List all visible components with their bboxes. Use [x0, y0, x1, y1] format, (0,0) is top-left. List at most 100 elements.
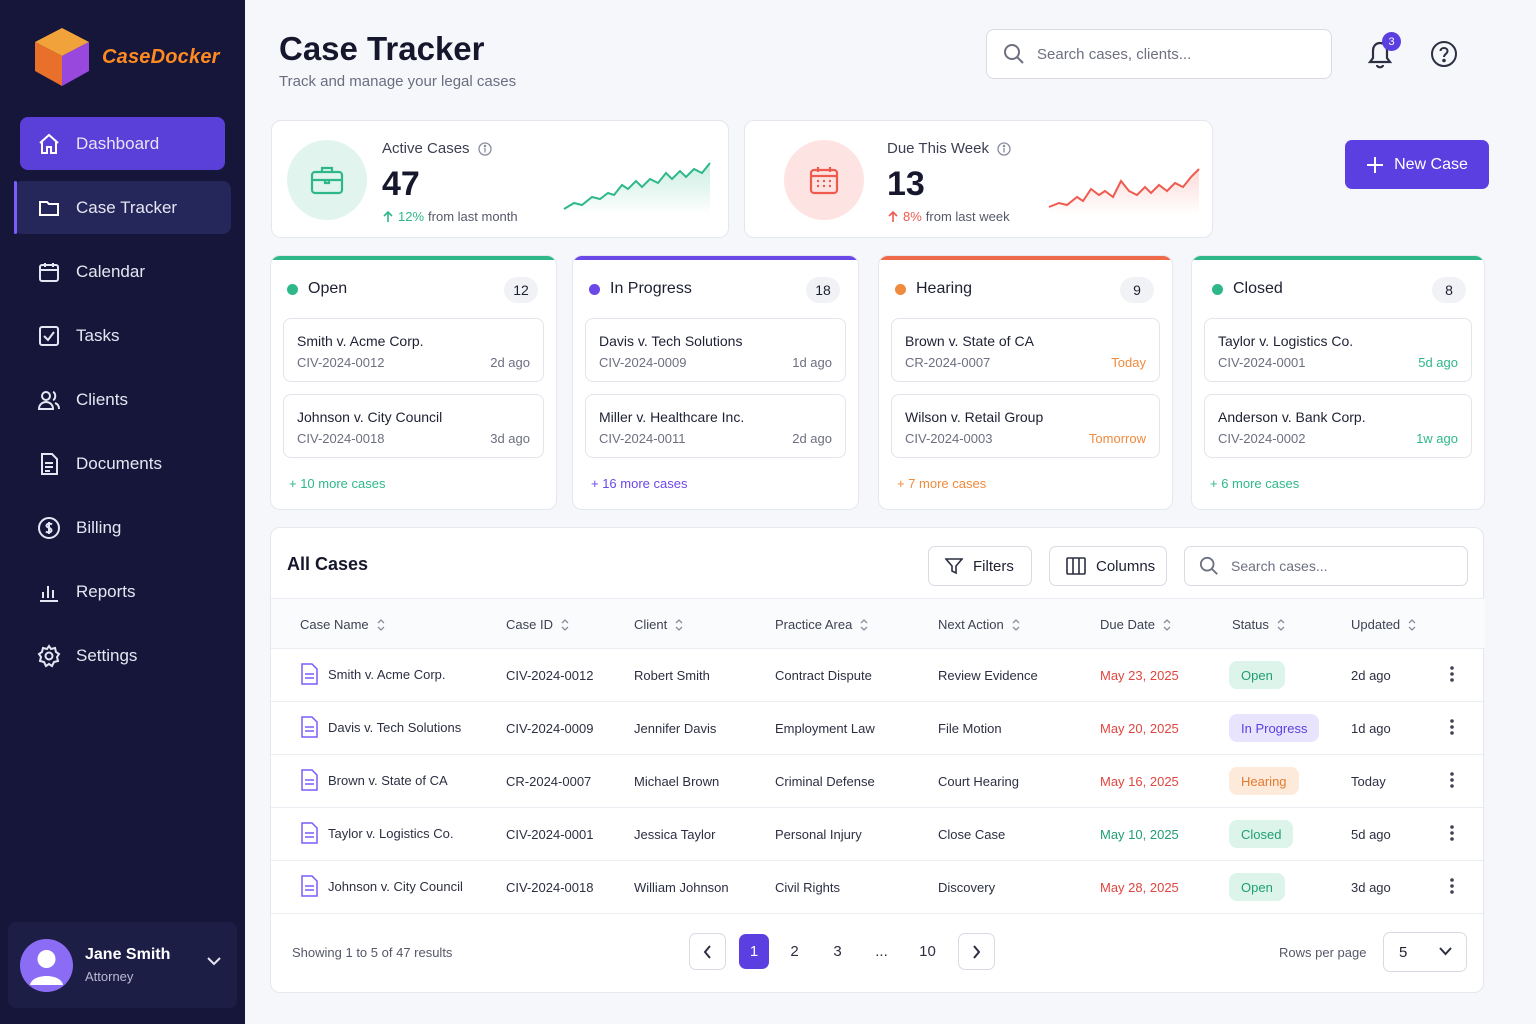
sidebar-item-billing[interactable]: Billing [20, 501, 225, 554]
page-ellipsis: ... [875, 943, 888, 960]
sidebar-item-calendar[interactable]: Calendar [20, 245, 225, 298]
status-badge: Hearing [1229, 767, 1299, 795]
column-header-practice-area[interactable]: Practice Area [775, 617, 868, 632]
case-card[interactable]: Miller v. Healthcare Inc. CIV-2024-0011 … [585, 394, 846, 458]
updated-cell: Today [1351, 774, 1386, 789]
page-button-current[interactable]: 1 [739, 934, 769, 969]
sidebar-item-clients[interactable]: Clients [20, 373, 225, 426]
more-options-icon[interactable] [1449, 718, 1455, 736]
more-cases-link[interactable]: + 7 more cases [897, 476, 987, 491]
table-search[interactable] [1184, 546, 1468, 586]
search-icon [1199, 556, 1218, 575]
chevron-down-icon[interactable] [207, 956, 221, 966]
arrow-up-icon [383, 210, 393, 222]
case-name-cell[interactable]: Smith v. Acme Corp. [300, 663, 446, 685]
info-icon[interactable] [997, 141, 1011, 156]
stat-trend: 8% from last week [887, 209, 1010, 224]
page-button[interactable]: 2 [790, 943, 799, 960]
sidebar-item-settings[interactable]: Settings [20, 629, 225, 682]
next-action-cell: Court Hearing [938, 774, 1019, 789]
sidebar-item-label: Dashboard [76, 133, 160, 153]
users-icon [36, 387, 62, 413]
case-card[interactable]: Davis v. Tech Solutions CIV-2024-0009 1d… [585, 318, 846, 382]
user-profile[interactable]: Jane Smith Attorney [8, 922, 237, 1008]
case-card-title: Miller v. Healthcare Inc. [599, 409, 745, 425]
app-logo[interactable]: CaseDocker [32, 26, 220, 88]
more-cases-link[interactable]: + 10 more cases [289, 476, 386, 491]
more-cases-link[interactable]: + 6 more cases [1210, 476, 1300, 491]
bar-chart-icon [36, 579, 62, 605]
sidebar-item-tasks[interactable]: Tasks [20, 309, 225, 362]
practice-area-cell: Contract Dispute [775, 668, 872, 683]
column-accent-bar [879, 256, 1172, 260]
table-row[interactable]: Smith v. Acme Corp. CIV-2024-0012 Robert… [271, 649, 1485, 702]
client-cell: Michael Brown [634, 774, 720, 789]
columns-icon [1066, 557, 1086, 575]
column-header-updated[interactable]: Updated [1351, 617, 1416, 632]
status-badge: In Progress [1229, 714, 1320, 742]
more-options-icon[interactable] [1449, 877, 1455, 895]
sidebar-item-dashboard[interactable]: Dashboard [20, 117, 225, 170]
status-dot [895, 283, 906, 295]
column-header-due-date[interactable]: Due Date [1100, 617, 1171, 632]
table-row[interactable]: Brown v. State of CA CR-2024-0007 Michae… [271, 755, 1485, 808]
case-name-cell[interactable]: Brown v. State of CA [300, 769, 448, 791]
info-icon[interactable] [477, 141, 492, 156]
more-cases-link[interactable]: + 16 more cases [591, 476, 688, 491]
more-options-icon[interactable] [1449, 665, 1455, 683]
columns-button[interactable]: Columns [1049, 546, 1167, 586]
case-name-cell[interactable]: Taylor v. Logistics Co. [300, 822, 453, 844]
case-card-age: 2d ago [490, 355, 530, 370]
case-card-title: Smith v. Acme Corp. [297, 333, 424, 349]
help-icon[interactable] [1430, 40, 1458, 68]
filters-button[interactable]: Filters [928, 546, 1032, 586]
results-summary: Showing 1 to 5 of 47 results [292, 945, 453, 960]
global-search[interactable] [986, 29, 1332, 79]
bell-icon[interactable] [1364, 36, 1396, 72]
new-case-button[interactable]: New Case [1345, 140, 1489, 189]
table-search-input[interactable] [1231, 558, 1461, 574]
column-header-case-name[interactable]: Case Name [300, 617, 385, 632]
case-name-cell[interactable]: Davis v. Tech Solutions [300, 716, 461, 738]
table-row[interactable]: Johnson v. City Council CIV-2024-0018 Wi… [271, 861, 1485, 914]
column-header-client[interactable]: Client [634, 617, 683, 632]
case-card[interactable]: Anderson v. Bank Corp. CIV-2024-0002 1w … [1204, 394, 1472, 458]
column-header-case-id[interactable]: Case ID [506, 617, 569, 632]
stat-card-due-this-week: Due This Week 13 8% from last week [744, 120, 1213, 238]
case-id-cell: CIV-2024-0001 [506, 827, 594, 842]
next-page-button[interactable] [958, 933, 995, 970]
kanban-column-hearing: Hearing 9 Brown v. State of CA CR-2024-0… [878, 255, 1173, 510]
checkbox-icon [36, 323, 62, 349]
next-action-cell: Review Evidence [938, 668, 1038, 683]
page-button[interactable]: 10 [919, 943, 936, 960]
case-card[interactable]: Taylor v. Logistics Co. CIV-2024-0001 5d… [1204, 318, 1472, 382]
case-card[interactable]: Smith v. Acme Corp. CIV-2024-0012 2d ago [283, 318, 544, 382]
stat-label-text: Active Cases [382, 140, 470, 157]
column-header: Closed [1212, 280, 1283, 298]
trend-text: from last month [428, 209, 518, 224]
case-card[interactable]: Johnson v. City Council CIV-2024-0018 3d… [283, 394, 544, 458]
table-row[interactable]: Taylor v. Logistics Co. CIV-2024-0001 Je… [271, 808, 1485, 861]
rows-per-page-select[interactable]: 5 [1383, 932, 1467, 972]
case-name-cell[interactable]: Johnson v. City Council [300, 875, 463, 897]
table-row[interactable]: Davis v. Tech Solutions CIV-2024-0009 Je… [271, 702, 1485, 755]
case-card-title: Davis v. Tech Solutions [599, 333, 743, 349]
column-header-status[interactable]: Status [1232, 617, 1285, 632]
prev-page-button[interactable] [689, 933, 726, 970]
column-header-next-action[interactable]: Next Action [938, 617, 1020, 632]
more-options-icon[interactable] [1449, 771, 1455, 789]
case-card-title: Anderson v. Bank Corp. [1218, 409, 1366, 425]
search-input[interactable] [1037, 45, 1307, 63]
page-button[interactable]: 3 [833, 943, 842, 960]
case-card-age: 2d ago [792, 431, 832, 446]
case-card[interactable]: Wilson v. Retail Group CIV-2024-0003 Tom… [891, 394, 1160, 458]
case-card[interactable]: Brown v. State of CA CR-2024-0007 Today [891, 318, 1160, 382]
sort-icon [675, 618, 683, 631]
sidebar-item-documents[interactable]: Documents [20, 437, 225, 490]
more-options-icon[interactable] [1449, 824, 1455, 842]
column-header: Open [287, 280, 347, 298]
case-id-cell: CR-2024-0007 [506, 774, 592, 789]
filters-label: Filters [973, 557, 1014, 575]
sidebar-item-case-tracker[interactable]: Case Tracker [14, 181, 231, 234]
sidebar-item-reports[interactable]: Reports [20, 565, 225, 618]
